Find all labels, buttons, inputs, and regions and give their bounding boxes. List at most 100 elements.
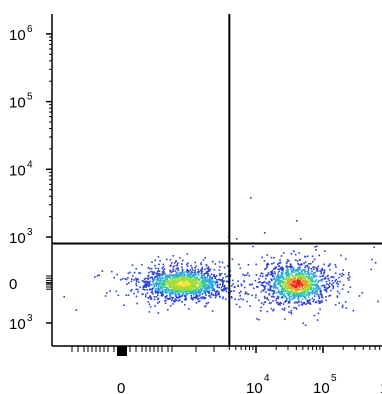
event-point [148,267,151,270]
event-point [151,271,154,273]
event-point [174,277,177,280]
event-point [207,286,210,289]
event-point [268,302,271,304]
event-point [191,284,193,287]
event-point [328,279,331,282]
event-point [183,294,186,296]
event-point [188,308,190,310]
event-point [154,283,156,285]
event-point [189,292,192,294]
event-point [157,294,159,297]
event-point [169,280,172,282]
event-point [288,311,290,313]
event-point [300,295,302,298]
event-point [196,298,199,301]
event-point [199,288,201,291]
event-point [202,290,205,292]
event-point [252,245,254,248]
event-point [105,292,108,294]
event-point [109,290,111,292]
event-point [172,281,175,283]
event-point [335,278,337,281]
event-point [198,297,200,300]
event-point [309,303,312,305]
event-point [177,289,179,292]
event-point [214,280,217,283]
event-point [295,282,297,284]
event-point [204,282,207,285]
event-point [170,279,172,281]
event-point [311,278,313,280]
event-point [181,291,183,294]
event-point [169,305,172,307]
event-point [273,268,276,270]
event-point [187,277,189,279]
event-point [159,273,162,276]
event-point [221,297,224,300]
event-point [147,266,150,269]
event-point [284,285,286,287]
event-point [287,277,290,279]
event-point [163,282,166,285]
event-point [166,280,169,283]
event-point [348,279,350,281]
event-point [214,263,217,265]
event-point [280,291,283,294]
event-point [315,275,317,277]
event-point [240,290,242,293]
event-point [168,297,170,300]
event-point [339,280,341,283]
event-point [298,293,301,296]
event-point [316,267,319,269]
event-point [254,279,257,282]
event-point [313,266,316,268]
event-point [193,276,196,279]
event-point [296,260,299,263]
event-point [287,271,289,273]
event-point [186,253,189,255]
event-point [174,274,177,276]
event-point [180,285,183,287]
event-point [139,272,142,275]
event-point [193,290,195,293]
event-point [186,272,189,274]
event-point [338,292,341,295]
event-point [298,282,300,284]
event-point [199,281,202,283]
y-tick-exponent: 6 [27,24,33,35]
event-point [194,267,196,269]
event-point [204,276,206,279]
event-point [277,268,279,271]
event-point [301,284,303,287]
event-point [208,289,211,292]
event-point [202,284,205,287]
event-point [297,267,299,269]
event-point [161,286,163,289]
density-points [63,197,379,327]
event-point [304,287,307,289]
event-point [190,296,193,299]
event-point [207,268,210,271]
event-point [186,268,188,271]
event-point [293,302,296,304]
event-point [188,280,191,282]
event-point [278,265,280,267]
event-point [195,288,197,290]
event-point [292,295,295,297]
event-point [171,276,174,279]
event-point [197,290,199,293]
event-point [291,280,294,282]
event-point [277,289,280,292]
event-point [148,282,151,285]
event-point [294,296,296,299]
event-point [191,271,193,273]
event-point [276,275,278,278]
event-point [197,288,199,290]
event-point [162,290,164,293]
event-point [307,286,310,289]
event-point [177,286,179,288]
event-point [177,269,180,272]
event-point [189,284,192,286]
event-point [163,271,165,274]
